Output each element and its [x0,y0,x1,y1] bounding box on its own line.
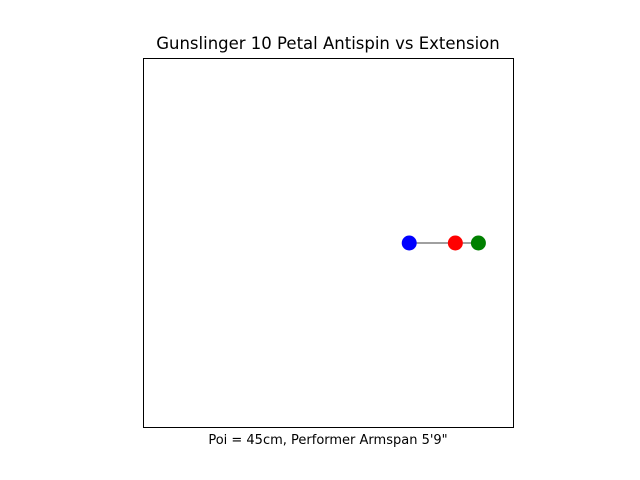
chart-title: Gunslinger 10 Petal Antispin vs Extensio… [156,34,500,53]
x-axis-label: Poi = 45cm, Performer Armspan 5'9" [208,433,447,448]
red-point [447,235,463,251]
blue-point [401,235,417,251]
plot-marks [401,235,486,251]
green-point [470,235,486,251]
